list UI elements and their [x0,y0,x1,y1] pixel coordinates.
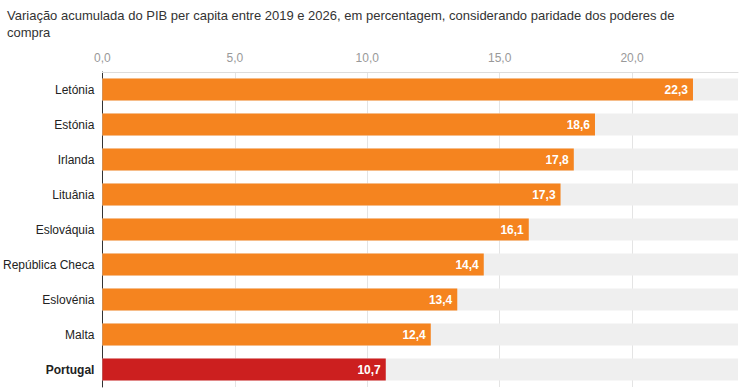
svg-text:0,0: 0,0 [94,51,111,65]
svg-text:República Checa: República Checa [3,258,95,272]
svg-text:Irlanda: Irlanda [58,153,95,167]
svg-text:22,3: 22,3 [665,83,689,97]
svg-text:Eslováquia: Eslováquia [36,223,95,237]
svg-text:Variação acumulada do PIB per: Variação acumulada do PIB per capita ent… [7,8,678,23]
svg-text:10,7: 10,7 [357,363,381,377]
svg-text:Lituânia: Lituânia [52,188,94,202]
svg-text:20,0: 20,0 [620,51,644,65]
svg-text:17,8: 17,8 [545,153,569,167]
svg-text:Estónia: Estónia [54,118,94,132]
svg-text:14,4: 14,4 [455,258,479,272]
svg-text:16,1: 16,1 [500,223,524,237]
svg-text:15,0: 15,0 [488,51,512,65]
svg-text:Eslovénia: Eslovénia [42,293,94,307]
svg-text:Malta: Malta [65,328,95,342]
svg-text:compra: compra [7,25,51,40]
svg-text:18,6: 18,6 [567,118,591,132]
svg-text:Letónia: Letónia [55,83,95,97]
svg-text:13,4: 13,4 [429,293,453,307]
svg-text:Portugal: Portugal [46,363,95,377]
svg-text:17,3: 17,3 [532,188,556,202]
svg-text:5,0: 5,0 [226,51,243,65]
svg-text:10,0: 10,0 [356,51,380,65]
svg-text:12,4: 12,4 [402,328,426,342]
